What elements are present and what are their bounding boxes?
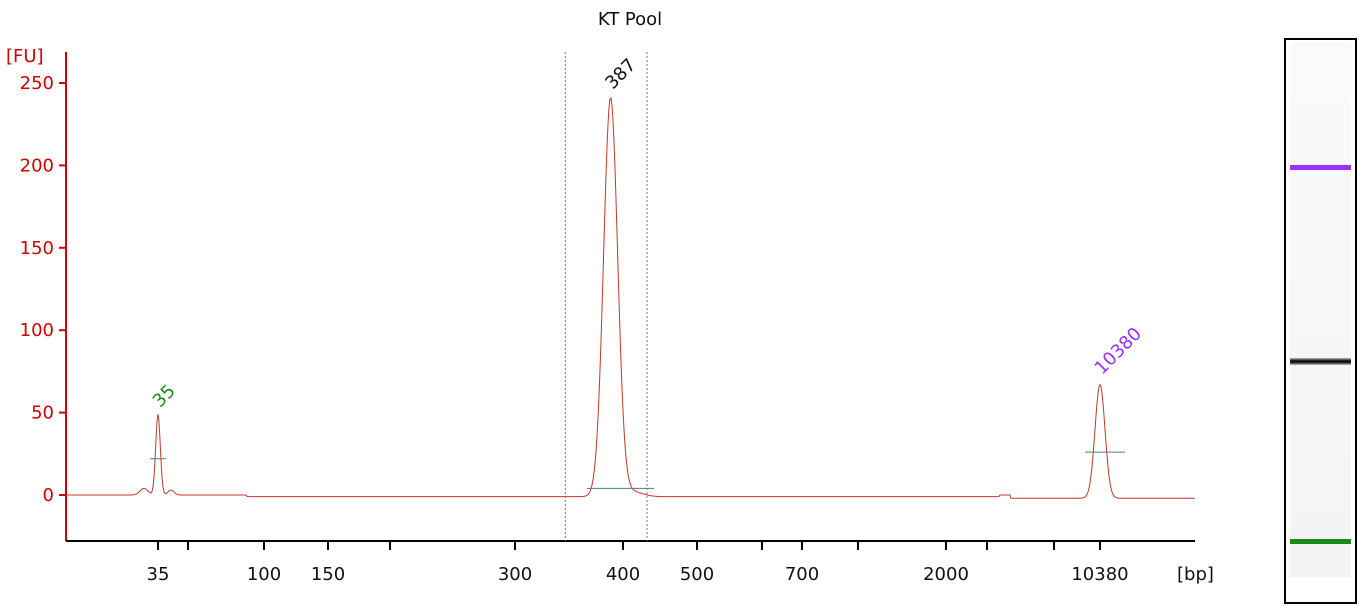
chart-title: KT Pool [598, 9, 662, 30]
region-markers [564, 52, 648, 541]
y-tick-label: 100 [20, 320, 54, 341]
x-tick-label: 500 [680, 564, 714, 585]
gel-lane [1290, 42, 1351, 577]
axis-ticks: 0 50 100 150 200 250 35 100 150 300 400 500 700 2000 1… [20, 73, 1129, 585]
gel-image-panel [1284, 38, 1357, 604]
x-tick-label: 400 [606, 564, 640, 585]
peak-label: 10380 [1091, 323, 1146, 378]
gel-band-lower-marker [1290, 539, 1351, 544]
peak-label: 35 [149, 381, 180, 412]
trace-line [66, 96, 1195, 499]
y-tick-label: 250 [20, 73, 54, 94]
gel-band-upper-marker [1290, 165, 1351, 170]
y-tick-label: 150 [20, 238, 54, 259]
x-tick-label: 700 [785, 564, 819, 585]
gel-band-sample [1290, 358, 1351, 365]
x-tick-label: 10380 [1071, 564, 1128, 585]
y-tick-label: 0 [43, 485, 54, 506]
x-tick-label: 150 [311, 564, 345, 585]
x-axis-unit-label: [bp] [1177, 564, 1214, 585]
x-tick-label: 35 [147, 564, 170, 585]
x-tick-label: 300 [498, 564, 532, 585]
x-tick-label: 2000 [923, 564, 969, 585]
y-tick-label: 200 [20, 155, 54, 176]
x-tick-label: 100 [247, 564, 281, 585]
y-tick-label: 50 [31, 403, 54, 424]
y-axis-unit-label: [FU] [6, 46, 44, 67]
trace-layer [66, 96, 1195, 499]
chart-axes [65, 52, 1195, 542]
peak-label: 387 [601, 55, 640, 94]
